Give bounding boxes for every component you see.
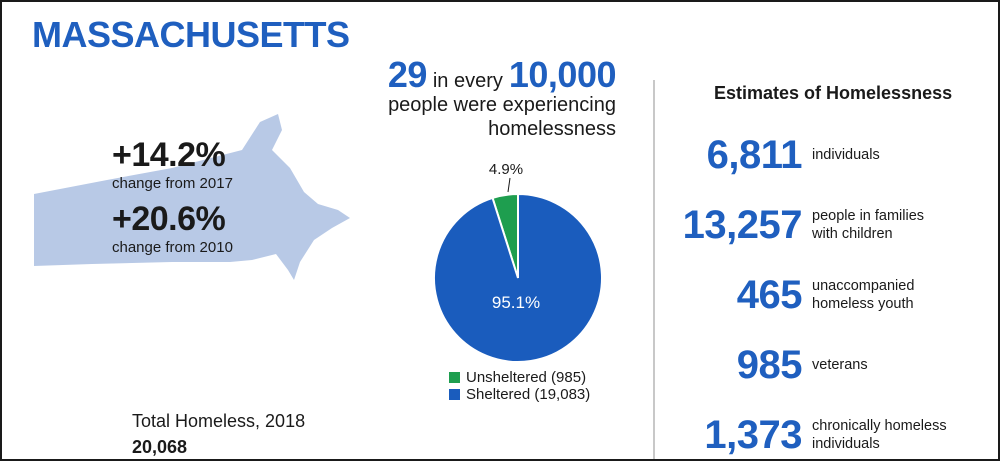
change-2010-block: +20.6% change from 2010 — [112, 200, 233, 256]
total-homeless-label: Total Homeless, 2018 — [132, 411, 306, 431]
estimate-description: unaccompanied homeless youth — [812, 277, 915, 312]
rate-line-3: homelessness — [488, 118, 616, 140]
rate-headline: 29 in every 10,000 — [387, 54, 617, 96]
legend-swatch-unsheltered — [449, 372, 460, 383]
change-2017-value: +14.2% — [112, 136, 226, 174]
estimate-description: veterans — [812, 356, 868, 373]
pie-label-sheltered: 95.1% — [492, 293, 540, 312]
legend-item-unsheltered: Unsheltered (985) — [449, 369, 590, 386]
rate-number: 29 — [387, 54, 428, 95]
estimate-number: 1,373 — [704, 413, 802, 457]
estimate-description: people in families with children — [812, 207, 925, 242]
estimate-description: individuals — [812, 146, 880, 163]
estimate-number: 985 — [736, 343, 803, 387]
legend-item-sheltered: Sheltered (19,083) — [449, 386, 590, 403]
estimate-row-families: 13,257 people in families with children — [682, 205, 924, 245]
estimate-row-youth: 465 unaccompanied homeless youth — [682, 273, 915, 317]
estimate-description: chronically homeless individuals — [812, 417, 947, 452]
estimate-number: 6,811 — [706, 133, 803, 177]
state-map-shape — [34, 114, 350, 280]
estimate-number: 13,257 — [682, 203, 803, 247]
legend-label-sheltered: Sheltered (19,083) — [466, 386, 591, 403]
state-title: MASSACHUSETTS — [32, 14, 350, 55]
rate-base: 10,000 — [508, 54, 617, 95]
change-2017-block: +14.2% change from 2017 — [112, 136, 233, 192]
estimate-row-chronic: 1,373 chronically homeless individuals — [682, 413, 947, 457]
pie-label-unsheltered: 4.9% — [489, 161, 523, 178]
estimate-row-veterans: 985 veterans — [682, 345, 868, 385]
estimate-number: 465 — [736, 273, 803, 317]
column-divider — [653, 80, 655, 459]
legend-label-unsheltered: Unsheltered (985) — [466, 369, 587, 386]
pie-chart: 4.9% 95.1% — [433, 161, 603, 362]
pie-legend: Unsheltered (985) Sheltered (19,083) — [449, 369, 590, 403]
estimate-row-individuals: 6,811 individuals — [682, 135, 880, 175]
rate-line-2: people were experiencing — [388, 94, 616, 116]
change-2010-value: +20.6% — [112, 200, 226, 238]
legend-swatch-sheltered — [449, 389, 460, 400]
change-2010-label: change from 2010 — [112, 239, 233, 256]
total-homeless-value: 20,068 — [132, 437, 188, 457]
rate-mid-text: in every — [432, 70, 503, 92]
pie-slice-sheltered — [433, 192, 603, 362]
estimates-title: Estimates of Homelessness — [714, 83, 953, 103]
change-2017-label: change from 2017 — [112, 175, 233, 192]
